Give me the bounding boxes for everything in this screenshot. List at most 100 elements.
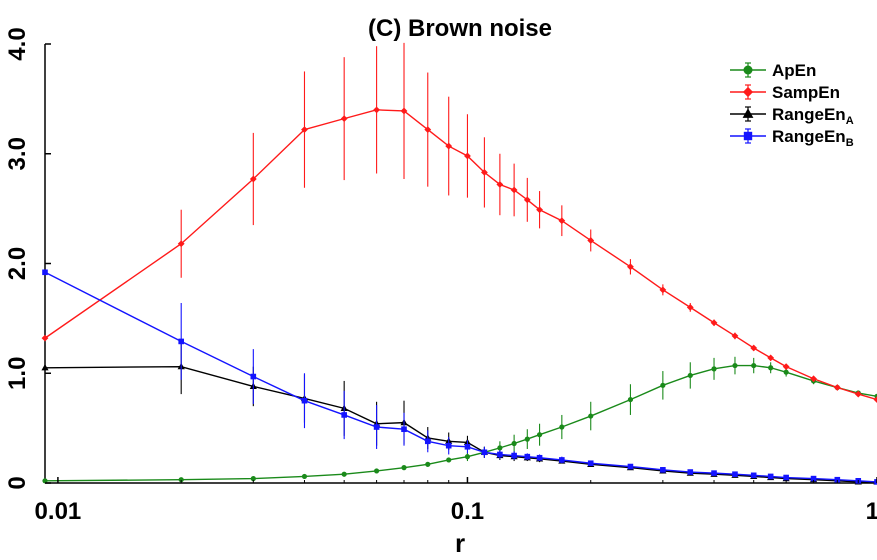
data-point-apen <box>588 413 594 419</box>
data-point-sampen <box>496 181 504 188</box>
data-point-rangeen-b <box>627 463 634 470</box>
x-tick-label: 1 <box>866 498 877 525</box>
legend-item-sampen: SampEn <box>730 83 840 102</box>
data-point-apen <box>446 457 452 463</box>
data-point-sampen <box>510 186 518 194</box>
data-point-rangeen-b <box>874 479 877 485</box>
data-point-apen <box>373 468 380 474</box>
data-point-rangeen-b <box>445 442 452 449</box>
data-point-sampen <box>558 217 566 225</box>
data-point-sampen <box>686 304 694 311</box>
data-point-sampen <box>536 206 543 214</box>
data-point-apen <box>464 454 471 460</box>
legend-marker <box>742 108 754 118</box>
data-point-apen <box>341 471 347 477</box>
data-point-sampen <box>301 126 308 134</box>
data-point-rangeen-b <box>42 269 48 276</box>
data-point-rangeen-b <box>783 474 789 481</box>
legend-label: ApEn <box>772 61 816 80</box>
data-point-apen <box>301 473 308 480</box>
data-point-rangeen-b <box>341 412 347 418</box>
data-point-sampen <box>833 384 841 391</box>
x-axis-ticks: 0.01 0.1 1 <box>35 477 877 525</box>
data-point-apen <box>627 396 634 403</box>
plot-area <box>41 42 877 485</box>
data-point-sampen <box>445 142 453 150</box>
data-point-sampen <box>373 106 380 114</box>
data-point-rangeen-b <box>178 338 184 345</box>
data-point-rangeen-b <box>250 373 257 380</box>
data-point-apen <box>250 476 256 482</box>
data-point-sampen <box>750 344 758 352</box>
series-sampen <box>41 42 877 403</box>
data-point-sampen <box>810 375 817 383</box>
data-point-apen <box>497 445 503 451</box>
data-point-rangeen-b <box>536 454 543 461</box>
data-point-sampen <box>464 152 471 160</box>
data-point-rangeen-b <box>767 473 774 480</box>
legend-label: SampEn <box>772 83 840 102</box>
data-point-apen <box>660 382 666 388</box>
data-point-rangeen-b <box>524 453 531 460</box>
series-apen <box>42 356 877 484</box>
data-point-rangeen-b <box>301 397 308 404</box>
data-point-apen <box>401 465 407 471</box>
x-tick-label: 0.1 <box>451 498 484 525</box>
data-point-rangeen-b <box>373 424 380 430</box>
series-rangeen-a <box>41 339 877 485</box>
series-line-rangeen-b <box>44 271 877 483</box>
data-point-apen <box>178 477 184 483</box>
legend-label: RangeEnB <box>772 127 854 149</box>
series-line-sampen <box>44 109 877 401</box>
data-point-apen <box>511 440 517 447</box>
legend-marker <box>742 86 754 98</box>
data-point-sampen <box>41 334 49 342</box>
data-point-sampen <box>627 263 634 271</box>
data-point-apen <box>687 372 693 379</box>
data-point-sampen <box>424 126 432 134</box>
data-point-rangeen-b <box>810 475 817 482</box>
data-point-apen <box>711 366 717 372</box>
data-point-rangeen-b <box>660 467 666 473</box>
data-point-rangeen-b <box>497 451 503 458</box>
data-point-sampen <box>731 332 739 340</box>
data-point-sampen <box>710 319 718 327</box>
data-point-sampen <box>659 286 667 294</box>
data-point-sampen <box>340 115 348 123</box>
data-point-rangeen-b <box>559 457 565 463</box>
data-point-apen <box>425 461 431 467</box>
legend-marker <box>743 65 753 75</box>
data-point-rangeen-b <box>401 426 407 433</box>
data-point-sampen <box>400 107 408 115</box>
y-tick-label: 3.0 <box>4 137 31 170</box>
data-point-rangeen-b <box>464 443 471 450</box>
data-point-sampen <box>177 240 185 248</box>
series-layer <box>41 42 877 485</box>
data-point-sampen <box>782 363 790 371</box>
data-point-rangeen-b <box>511 452 517 459</box>
data-point-sampen <box>767 354 775 362</box>
data-point-rangeen-b <box>732 471 738 478</box>
series-rangeen-b <box>42 269 877 485</box>
data-point-apen <box>783 369 789 375</box>
data-point-apen <box>536 432 543 438</box>
data-point-apen <box>524 436 530 442</box>
x-axis-label: r <box>455 528 465 558</box>
series-line-rangeen-a <box>44 365 877 483</box>
data-point-apen <box>768 365 774 371</box>
data-point-sampen <box>854 390 862 398</box>
legend-marker <box>743 131 753 141</box>
y-tick-label: 2.0 <box>4 247 31 280</box>
x-tick-label: 0.01 <box>35 498 82 525</box>
data-point-sampen <box>587 237 595 244</box>
data-point-rangeen-b <box>750 472 757 479</box>
chart-title: (C) Brown noise <box>368 15 552 42</box>
data-point-apen <box>42 478 48 484</box>
y-tick-label: 4.0 <box>4 27 31 60</box>
data-point-rangeen-b <box>834 476 841 483</box>
data-point-rangeen-b <box>587 460 594 467</box>
data-point-sampen <box>873 396 877 403</box>
y-tick-label: 1.0 <box>4 357 31 390</box>
